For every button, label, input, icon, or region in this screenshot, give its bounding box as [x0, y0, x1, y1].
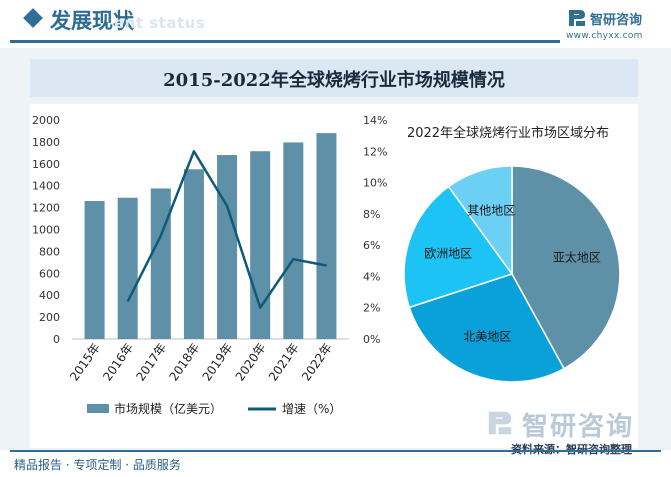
- bar: [283, 142, 304, 339]
- brand-logo-icon: [569, 10, 585, 26]
- pie-slice-label: 其他地区: [467, 203, 515, 217]
- y-right-tick-label: 10%: [363, 177, 387, 190]
- bar: [183, 169, 204, 339]
- watermark-logo-icon: [488, 411, 512, 435]
- x-tick-label: 2016年: [100, 341, 136, 384]
- y-right-tick-label: 4%: [363, 270, 380, 283]
- chart-title-bar: [30, 59, 638, 97]
- bar: [217, 155, 238, 339]
- y-left-tick-label: 1200: [32, 202, 60, 215]
- x-tick-label: 2015年: [67, 341, 103, 384]
- y-right-tick-label: 0%: [363, 333, 380, 346]
- y-left-tick-label: 600: [39, 267, 60, 280]
- bar: [316, 133, 337, 339]
- x-tick-label: 2021年: [266, 341, 302, 384]
- y-left-tick-label: 1000: [32, 224, 60, 237]
- legend-label-bar: 市场规模（亿美元）: [114, 401, 222, 416]
- footer-tagline: 精品报告 · 专项定制 · 品质服务: [14, 458, 181, 472]
- x-tick-label: 2020年: [233, 341, 269, 384]
- y-right-tick-label: 2%: [363, 302, 380, 315]
- x-tick-label: 2017年: [133, 341, 169, 384]
- x-tick-label: 2022年: [299, 341, 335, 384]
- y-right-tick-label: 8%: [363, 208, 380, 221]
- y-left-tick-label: 0: [53, 333, 60, 346]
- y-right-tick-label: 14%: [363, 114, 387, 127]
- pie-slice: [511, 165, 621, 370]
- bar: [250, 151, 271, 339]
- growth-line: [126, 150, 327, 309]
- pie-slice: [408, 273, 566, 383]
- bar: [150, 188, 171, 339]
- section-title: 发展现状: [50, 9, 134, 33]
- source-note: 资料来源：智研咨询整理: [511, 441, 632, 457]
- y-left-tick-label: 400: [39, 289, 60, 302]
- pie-slice-label: 亚太地区: [553, 249, 601, 264]
- y-left-tick-label: 1400: [32, 180, 60, 193]
- pie-slice: [403, 185, 514, 309]
- y-left-tick-label: 800: [39, 245, 60, 258]
- y-right-tick-label: 12%: [363, 145, 387, 158]
- header: 发展现状 ent status 智研咨询 www.chyxx.com: [0, 0, 671, 45]
- legend-label-line: 增速（%）: [282, 402, 341, 416]
- pie-title: 2022年全球烧烤行业市场区域分布: [407, 125, 609, 141]
- y-left-tick-label: 1800: [32, 136, 60, 149]
- watermark-text: 智研咨询: [522, 412, 635, 442]
- y-right-tick-label: 6%: [363, 239, 380, 252]
- header-divider: [10, 40, 560, 43]
- bar: [117, 197, 138, 339]
- legend-swatch-bar: [87, 404, 109, 413]
- section-subtitle: ent status: [114, 14, 206, 32]
- brand-name: 智研咨询: [590, 13, 643, 28]
- brand-url: www.chyxx.com: [566, 31, 643, 41]
- x-tick-label: 2019年: [200, 341, 236, 384]
- pie-slice-label: 北美地区: [463, 329, 511, 343]
- y-left-tick-label: 200: [39, 311, 60, 324]
- y-left-tick-label: 1600: [32, 158, 60, 171]
- pie-slice-label: 欧洲地区: [424, 246, 472, 260]
- x-tick-label: 2018年: [167, 341, 203, 384]
- chart-title: 2015-2022年全球烧烤行业市场规模情况: [163, 70, 505, 91]
- y-left-tick-label: 2000: [32, 114, 60, 127]
- pie-slice: [447, 165, 513, 277]
- footer-divider: [10, 450, 661, 452]
- bar: [84, 201, 105, 339]
